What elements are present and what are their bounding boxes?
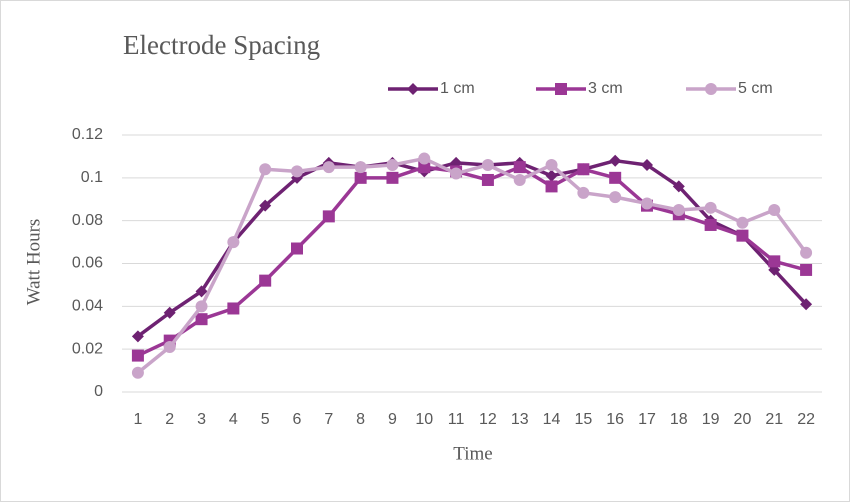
x-tick-label: 2 bbox=[165, 411, 174, 428]
legend-label: 1 cm bbox=[440, 80, 475, 97]
x-tick-label: 13 bbox=[511, 411, 529, 428]
data-point bbox=[163, 306, 176, 319]
legend-marker bbox=[555, 83, 567, 95]
legend-label: 3 cm bbox=[588, 80, 623, 97]
data-point bbox=[418, 152, 431, 165]
data-point bbox=[354, 161, 367, 174]
x-tick-label: 12 bbox=[479, 411, 497, 428]
x-tick-label: 19 bbox=[702, 411, 720, 428]
data-point bbox=[195, 313, 208, 326]
y-tick-label: 0.06 bbox=[72, 255, 103, 272]
data-point bbox=[577, 163, 590, 176]
data-point bbox=[545, 180, 558, 193]
chart-title: Electrode Spacing bbox=[123, 30, 320, 60]
data-point bbox=[131, 349, 144, 362]
data-point bbox=[800, 246, 813, 259]
x-tick-label: 6 bbox=[293, 411, 302, 428]
data-point bbox=[131, 366, 144, 379]
data-point bbox=[641, 158, 653, 171]
series-line bbox=[136, 156, 808, 375]
data-point bbox=[131, 330, 144, 343]
x-tick-label: 9 bbox=[388, 411, 397, 428]
x-tick-label: 20 bbox=[734, 411, 752, 428]
x-tick-label: 16 bbox=[606, 411, 624, 428]
data-point bbox=[609, 191, 622, 204]
y-tick-label: 0 bbox=[94, 383, 103, 400]
data-point bbox=[291, 242, 303, 255]
data-point bbox=[322, 210, 335, 223]
data-point bbox=[481, 158, 494, 171]
data-point bbox=[736, 229, 749, 242]
data-point bbox=[195, 285, 208, 298]
data-point bbox=[195, 300, 208, 313]
x-tick-label: 10 bbox=[415, 411, 433, 428]
data-point bbox=[704, 218, 717, 231]
data-point bbox=[259, 163, 272, 176]
data-point bbox=[513, 161, 526, 174]
data-point bbox=[513, 173, 526, 186]
y-tick-label: 0.1 bbox=[81, 169, 103, 186]
legend-marker bbox=[705, 83, 717, 95]
y-tick-label: 0.08 bbox=[72, 212, 103, 229]
data-point bbox=[641, 197, 653, 210]
y-tick-label: 0.02 bbox=[72, 340, 103, 357]
data-point bbox=[672, 180, 685, 193]
legend-marker bbox=[407, 83, 419, 95]
legend-label: 5 cm bbox=[738, 80, 773, 97]
data-point bbox=[354, 171, 367, 184]
data-point bbox=[768, 255, 781, 268]
data-point bbox=[291, 165, 303, 178]
data-point bbox=[609, 154, 622, 167]
y-tick-label: 0.12 bbox=[72, 126, 103, 143]
x-tick-label: 5 bbox=[261, 411, 270, 428]
x-tick-label: 3 bbox=[197, 411, 206, 428]
x-tick-label: 11 bbox=[448, 411, 465, 428]
data-point bbox=[386, 158, 399, 171]
series-line bbox=[137, 165, 807, 358]
x-tick-label: 15 bbox=[574, 411, 592, 428]
x-tick-label: 17 bbox=[638, 411, 656, 428]
data-point bbox=[704, 201, 717, 214]
data-point bbox=[672, 203, 685, 216]
x-tick-label: 4 bbox=[229, 411, 238, 428]
data-point bbox=[545, 158, 558, 171]
data-point bbox=[163, 341, 176, 354]
data-point bbox=[450, 167, 463, 180]
data-point bbox=[322, 161, 335, 174]
x-tick-label: 8 bbox=[356, 411, 365, 428]
x-tick-label: 1 bbox=[133, 411, 142, 428]
data-point bbox=[481, 173, 494, 186]
data-point bbox=[768, 203, 781, 216]
data-point bbox=[736, 216, 749, 229]
x-axis-title: Time bbox=[453, 443, 492, 464]
data-point bbox=[577, 186, 590, 199]
data-point bbox=[800, 263, 813, 276]
series-line bbox=[136, 158, 808, 338]
data-point bbox=[227, 302, 240, 315]
data-point bbox=[386, 171, 399, 184]
data-point bbox=[609, 171, 622, 184]
data-point bbox=[227, 236, 240, 249]
x-tick-label: 18 bbox=[670, 411, 688, 428]
x-tick-label: 7 bbox=[324, 411, 333, 428]
data-point bbox=[259, 199, 272, 212]
y-tick-label: 0.04 bbox=[72, 298, 103, 315]
y-axis-title: Watt Hours bbox=[23, 219, 44, 306]
data-point bbox=[259, 274, 272, 287]
data-point bbox=[800, 298, 813, 311]
data-point bbox=[545, 169, 558, 182]
x-tick-label: 14 bbox=[543, 411, 561, 428]
x-tick-label: 21 bbox=[765, 411, 783, 428]
data-point bbox=[418, 161, 431, 174]
x-tick-label: 22 bbox=[797, 411, 815, 428]
